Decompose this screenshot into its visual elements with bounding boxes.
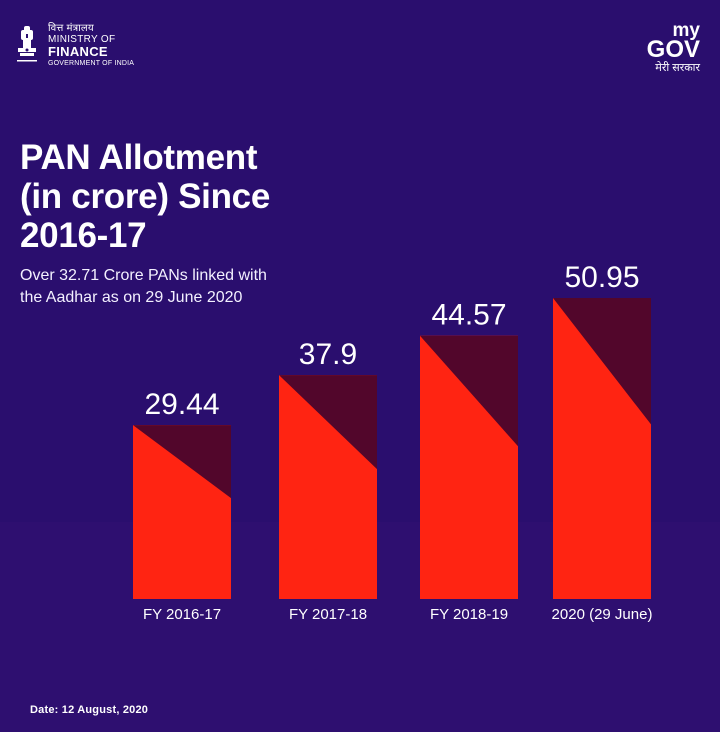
x-tick-label-4: 2020 (29 June) <box>552 606 653 623</box>
ministry-name-line3: GOVERNMENT OF INDIA <box>48 59 135 67</box>
national-emblem-icon <box>17 26 37 62</box>
chart-title: PAN Allotment (in crore) Since 2016-17 <box>20 138 340 255</box>
x-tick-label-2: FY 2017-18 <box>289 606 367 623</box>
bar-value-label-3: 44.57 <box>431 299 506 332</box>
bar-value-label-2: 37.9 <box>299 338 357 371</box>
publication-date: Date: 12 August, 2020 <box>30 704 149 716</box>
x-tick-label-1: FY 2016-17 <box>143 606 221 623</box>
mygov-logo: my GOV मेरी सरकार <box>646 20 700 74</box>
title-line-2: (in crore) Since <box>20 177 270 216</box>
x-tick-label-3: FY 2018-19 <box>430 606 508 623</box>
mygov-tagline: मेरी सरकार <box>655 61 700 74</box>
subtitle-line-2: the Aadhar as on 29 June 2020 <box>20 289 243 306</box>
title-line-3: 2016-17 <box>20 216 147 255</box>
bar-value-label-4: 50.95 <box>564 261 639 294</box>
chart-subtitle: Over 32.71 Crore PANs linked with the Aa… <box>20 265 350 309</box>
bar-value-label-1: 29.44 <box>144 388 219 421</box>
mygov-logo-gov: GOV <box>646 36 700 64</box>
ministry-name-hindi: वित्त मंत्रालय <box>48 23 94 34</box>
mygov-logo-my: my <box>672 20 700 41</box>
ministry-name-line1: MINISTRY OF <box>48 33 116 45</box>
bar-shade-4 <box>553 298 651 425</box>
bar-shade-2 <box>279 375 377 470</box>
bar-shade-1 <box>133 425 231 499</box>
ministry-name-line2: FINANCE <box>48 44 108 59</box>
title-line-1: PAN Allotment <box>20 138 258 177</box>
ministry-of-finance-logo: वित्त मंत्रालय MINISTRY OF FINANCE GOVER… <box>14 23 135 68</box>
bar-shade-3 <box>420 335 518 447</box>
subtitle-line-1: Over 32.71 Crore PANs linked with <box>20 267 267 284</box>
